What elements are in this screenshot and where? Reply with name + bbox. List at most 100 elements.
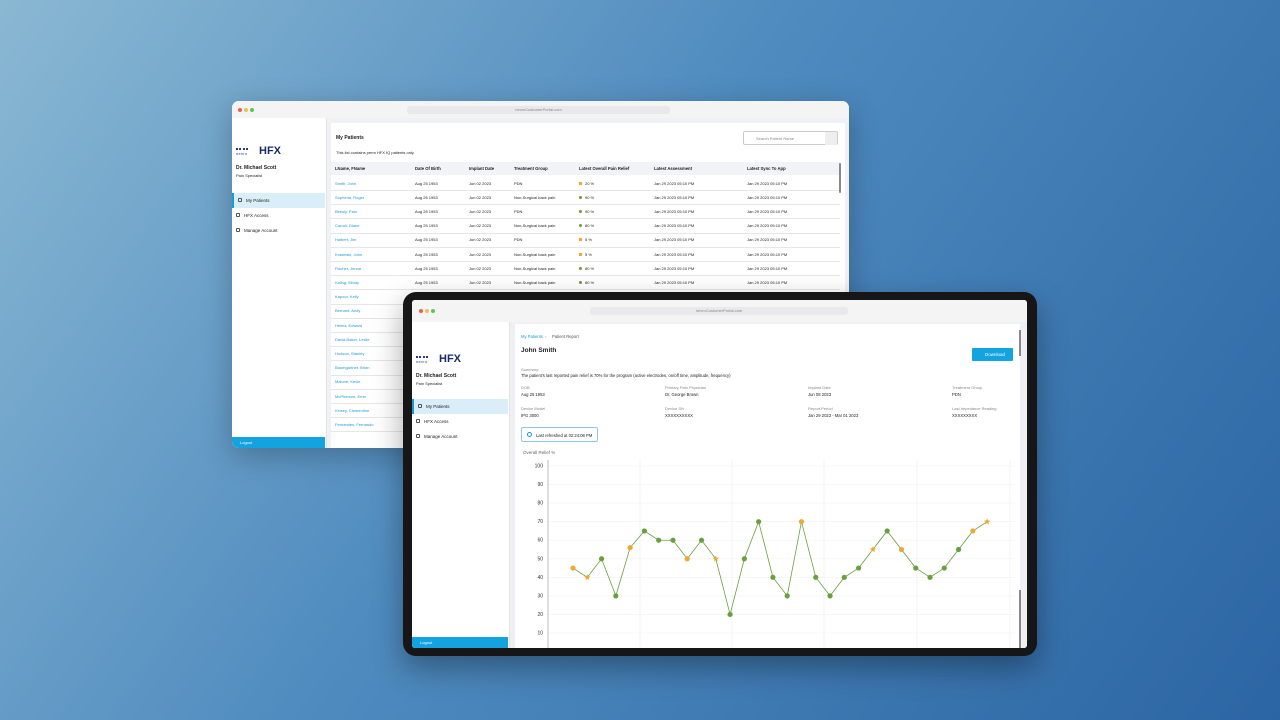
relief-dot [579, 252, 582, 256]
table-cell: Jan 29 2023 05:10 PM [654, 180, 695, 186]
relief-point [641, 528, 647, 534]
nav-item[interactable]: HFX Access [412, 414, 508, 429]
table-cell: Jan 29 2023 05:10 PM [654, 265, 695, 271]
field-label: Primary Pain Physician [665, 385, 707, 390]
column-header[interactable]: Date Of Birth [415, 166, 441, 171]
column-header[interactable]: LName, FName [335, 166, 366, 171]
relief-point [698, 537, 705, 543]
url-bar: nevroCustomerPortal.com [407, 105, 670, 114]
y-tick-label: 90 [537, 482, 543, 488]
patient-link[interactable]: Beesly, Pam [335, 208, 358, 214]
table-cell: Non-Surgical back pain [514, 223, 556, 229]
patient-link[interactable]: Malone, Kevin [335, 379, 361, 385]
relief-point [627, 545, 633, 551]
refresh-text: Last refreshed at 02:24:08 PM [536, 433, 593, 438]
field-value: XXXXXXXXX [952, 413, 978, 418]
logout-label: Logout [420, 640, 433, 645]
nav-item[interactable]: My Patients [232, 193, 325, 208]
relief-dot [579, 209, 582, 213]
nav-icon [416, 419, 420, 423]
column-header[interactable]: Latest Overall Pain Relief [579, 166, 630, 171]
y-tick-label: 50 [537, 556, 543, 562]
field-value: Dr. George Brown [665, 392, 699, 397]
sidebar: nevro HFX Dr. Michael Scott Pain Specialist… [232, 118, 327, 448]
relief-point [884, 528, 890, 534]
window-button [244, 107, 248, 112]
patient-link[interactable]: Krasinski, John [335, 251, 363, 257]
field-value: Aug 25 1953 [521, 392, 545, 397]
doctor-name: Dr. Michael Scott [416, 373, 457, 379]
table-cell: Aug 25 1953 [415, 208, 438, 214]
relief-point [613, 593, 619, 599]
column-header[interactable]: Latest Sync To App [747, 166, 786, 171]
window-button [238, 107, 242, 112]
window-button [419, 309, 423, 313]
nav-item[interactable]: HFX Access [232, 208, 325, 223]
table-cell: Jan 29 2023 05:10 PM [747, 223, 788, 229]
relief-point [584, 574, 591, 581]
search-placeholder: Search Patient Name [756, 136, 795, 141]
nav-item[interactable]: Manage Account [232, 223, 325, 238]
patient-link[interactable]: Bernard, Andy [335, 308, 361, 314]
relief-point [656, 537, 662, 543]
relief-dot [579, 195, 582, 199]
relief-point [798, 519, 805, 525]
breadcrumb-link[interactable]: My Patients [521, 334, 543, 339]
download-button[interactable]: Download [972, 348, 1013, 361]
column-header[interactable]: Latest Assessment [654, 166, 693, 171]
relief-point [869, 546, 877, 553]
breadcrumb-separator: › [545, 334, 547, 339]
patient-link[interactable]: McPherson, Errin [335, 393, 366, 399]
relief-value: 90 % [585, 194, 595, 200]
patient-link[interactable]: Smith, John [335, 180, 357, 186]
table-cell: Aug 25 1953 [415, 194, 438, 200]
patient-link[interactable]: Sopheria, Roger [335, 194, 365, 200]
table-cell: Jun 02 2023 [469, 194, 492, 200]
patient-link[interactable]: Fischer, Jenna [335, 265, 362, 271]
logout-button[interactable]: Logout [412, 637, 508, 648]
table-cell: Aug 25 1953 [415, 223, 438, 229]
relief-value: 20 % [585, 180, 595, 186]
summary-label: Summary: [521, 367, 540, 372]
nav-item[interactable]: Manage Account [412, 429, 508, 444]
field-label: DOB [521, 385, 530, 390]
nav-label: Manage Account [244, 227, 278, 233]
field-label: Treatment Group [952, 385, 983, 390]
table-cell: Aug 25 1953 [415, 279, 438, 285]
patient-link[interactable]: Hudson, Stanley [335, 350, 365, 356]
patient-link[interactable]: Kaling, Mindy [335, 279, 360, 285]
table-cell: Aug 25 1953 [415, 265, 438, 271]
table-cell: Jun 02 2023 [469, 251, 492, 257]
search-box[interactable]: Search Patient Name [743, 131, 838, 145]
column-header[interactable]: Implant Date [469, 166, 495, 171]
logo: HFX [259, 145, 281, 157]
nav-item[interactable]: My Patients [412, 399, 508, 414]
relief-point [827, 593, 833, 599]
relief-point [756, 519, 762, 525]
row-divider [331, 275, 840, 276]
column-header[interactable]: Treatment Group [514, 166, 548, 171]
table-header [331, 162, 840, 175]
field-value: Jun 08 2023 [808, 392, 832, 397]
patient-link[interactable]: Fernandes, Fernando [335, 421, 374, 427]
row-divider [331, 204, 840, 205]
row-divider [331, 190, 840, 191]
url-text: nevroCustomerPortal.com [515, 106, 562, 112]
field-label: Device SN [665, 406, 684, 411]
logout-button[interactable]: Logout [232, 437, 325, 448]
patient-link[interactable]: Kapoor, Kelly [335, 294, 359, 300]
y-tick-label: 80 [537, 501, 543, 507]
patient-link[interactable]: David-Baker, Leslie [335, 336, 370, 342]
relief-point [841, 574, 847, 580]
refresh-badge[interactable]: Last refreshed at 02:24:08 PM [521, 427, 598, 442]
table-cell: Jun 02 2023 [469, 279, 492, 285]
patient-link[interactable]: Kinsey, Clementine [335, 407, 370, 413]
patient-link[interactable]: Baumgartner, Brian [335, 365, 370, 371]
patient-link[interactable]: Carroll, Diane [335, 223, 360, 229]
front-window: nevroCustomerPortal.com nevro HFX Dr. Micha… [412, 300, 1027, 648]
table-cell: Jan 29 2023 05:10 PM [747, 180, 788, 186]
patient-link[interactable]: Helms, Edward [335, 322, 363, 328]
table-cell: Jan 29 2023 05:10 PM [654, 237, 695, 243]
patient-link[interactable]: Halbert, Jim [335, 237, 357, 243]
nav-label: Manage Account [424, 433, 458, 439]
